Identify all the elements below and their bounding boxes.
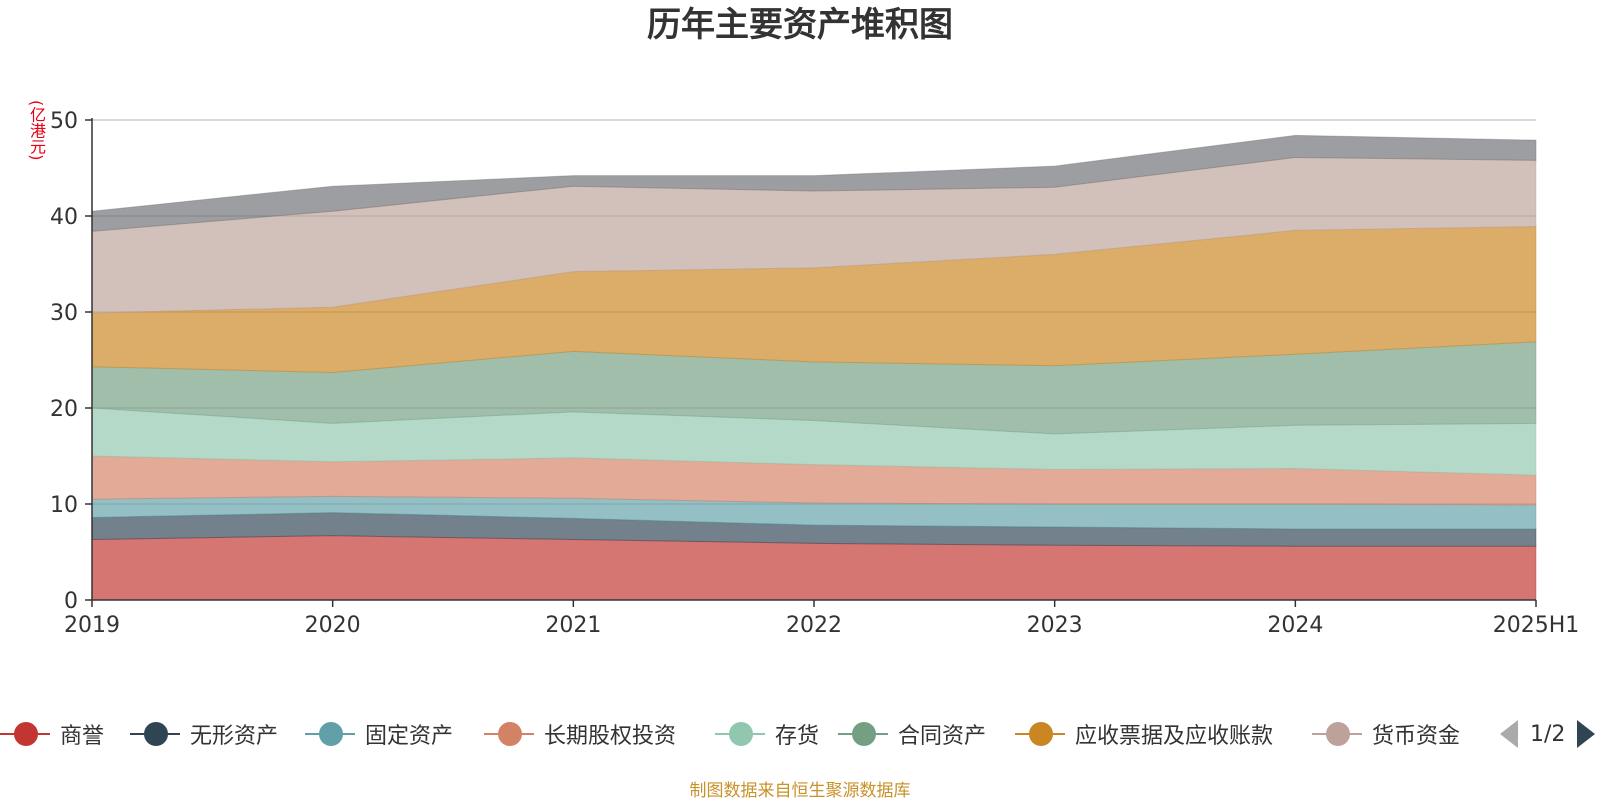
legend-dot-icon [1029, 722, 1053, 746]
y-axis-unit-label: (亿港元) [27, 100, 46, 161]
legend-swatch-icon [838, 722, 888, 746]
x-tick-label: 2021 [545, 613, 601, 638]
stacked-area-chart: 0 10 20 30 40 50 2019 2020 2021 2022 2023 2024 2025H… [50, 109, 1579, 638]
x-tick-label: 2025H1 [1493, 613, 1580, 638]
x-tick-label: 2020 [305, 613, 361, 638]
legend-dot-icon [498, 722, 522, 746]
legend-dot-icon [144, 722, 168, 746]
y-tick-label: 50 [50, 109, 78, 134]
y-tick-label: 30 [50, 301, 78, 326]
x-tick-label: 2024 [1267, 613, 1323, 638]
legend-label: 长期股权投资 [544, 724, 677, 749]
legend-swatch-icon [1312, 722, 1362, 746]
y-tick-label: 0 [64, 589, 78, 614]
legend-label: 货币资金 [1372, 724, 1461, 749]
area-series-group [91, 134, 1537, 601]
legend-label: 应收票据及应收账款 [1075, 724, 1274, 749]
area-series-5 [91, 407, 1537, 476]
legend: 商誉 无形资产 固定资产 长期股权投资 存货 合同资产 应收票据及应收账款 货币资金 [0, 714, 1600, 754]
area-series-2 [91, 512, 1537, 547]
y-tick-label: 10 [50, 493, 78, 518]
legend-swatch-icon [715, 722, 765, 746]
x-tick-label: 2022 [786, 613, 842, 638]
y-tick-label: 40 [50, 205, 78, 230]
legend-item[interactable]: 固定资产 [305, 714, 453, 754]
x-tick-label: 2019 [64, 613, 120, 638]
area-series-3 [91, 495, 1537, 530]
legend-item[interactable]: 货币资金 [1312, 714, 1460, 754]
area-series-9 [91, 134, 1537, 232]
x-tick-label: 2023 [1027, 613, 1083, 638]
area-series-6 [91, 341, 1537, 435]
legend-label: 存货 [775, 724, 820, 749]
legend-page-indicator: 1/2 [1530, 721, 1566, 747]
legend-item[interactable]: 无形资产 [130, 714, 278, 754]
legend-label: 无形资产 [190, 724, 279, 749]
legend-pager: 1/2 [1500, 716, 1596, 752]
legend-item[interactable]: 合同资产 [838, 714, 986, 754]
legend-prev-page-icon[interactable] [1500, 720, 1518, 748]
legend-swatch-icon [1015, 722, 1065, 746]
y-tick-label: 20 [50, 397, 78, 422]
legend-item[interactable]: 应收票据及应收账款 [1015, 714, 1273, 754]
legend-swatch-icon [130, 722, 180, 746]
legend-swatch-icon [305, 722, 355, 746]
legend-item[interactable]: 存货 [715, 714, 819, 754]
legend-dot-icon [319, 722, 343, 746]
legend-swatch-icon [484, 722, 534, 746]
legend-item[interactable]: 长期股权投资 [484, 714, 676, 754]
legend-dot-icon [14, 722, 38, 746]
legend-swatch-icon [0, 722, 50, 746]
chart-title: 历年主要资产堆积图 [647, 5, 953, 45]
legend-label: 固定资产 [365, 724, 454, 749]
legend-label: 商誉 [60, 724, 105, 749]
legend-next-page-icon[interactable] [1577, 720, 1596, 748]
axes: 0 10 20 30 40 50 2019 2020 2021 2022 2023 2024 2025H… [50, 109, 1579, 638]
legend-dot-icon [729, 722, 753, 746]
legend-item[interactable]: 商誉 [0, 714, 104, 754]
legend-label: 合同资产 [898, 724, 987, 749]
legend-dot-icon [1326, 722, 1350, 746]
legend-dot-icon [852, 722, 876, 746]
source-note: 制图数据来自恒生聚源数据库 [689, 781, 911, 801]
